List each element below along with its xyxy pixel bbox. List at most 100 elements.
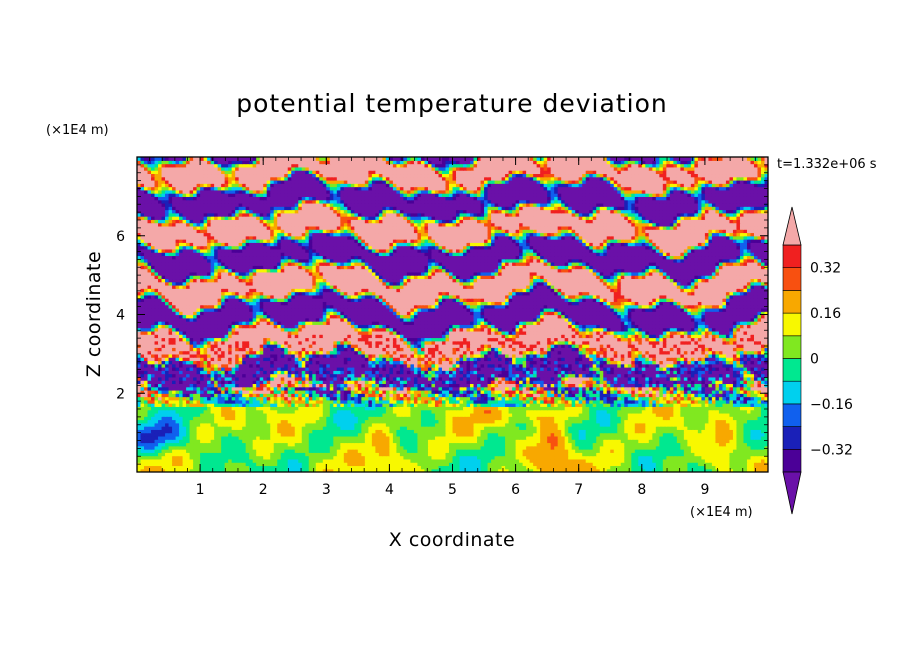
contour-cell: [312, 439, 317, 444]
contour-cell: [431, 439, 436, 444]
contour-cell: [627, 435, 632, 440]
contour-cell: [322, 432, 327, 437]
contour-cell: [592, 435, 597, 440]
contour-cell: [557, 458, 562, 463]
contour-cell: [690, 458, 695, 463]
contour-cell: [172, 435, 177, 440]
contour-cell: [652, 465, 657, 470]
contour-cell: [448, 455, 454, 460]
contour-cell: [547, 468, 552, 472]
contour-cell: [277, 465, 282, 470]
contour-cell: [470, 435, 475, 440]
contour-cell: [266, 452, 271, 457]
contour-cell: [420, 462, 426, 467]
contour-cell: [249, 452, 254, 457]
contour-cell: [371, 439, 376, 444]
contour-cell: [575, 439, 580, 444]
contour-cell: [340, 435, 345, 440]
contour-cell: [165, 468, 170, 472]
contour-cell: [494, 458, 499, 463]
contour-cell: [620, 449, 625, 453]
contour-cell: [364, 445, 369, 450]
contour-cell: [378, 452, 383, 457]
contour-cell: [711, 455, 717, 460]
contour-cell: [280, 468, 285, 472]
contour-cell: [427, 449, 433, 453]
contour-cell: [564, 465, 569, 470]
contour-cell: [547, 465, 552, 470]
contour-cell: [158, 455, 163, 460]
contour-cell: [343, 432, 348, 437]
contour-cell: [757, 445, 762, 450]
contour-cell: [354, 445, 359, 450]
contour-cell: [445, 458, 450, 463]
contour-cell: [452, 432, 457, 437]
contour-cell: [620, 435, 625, 440]
contour-cell: [725, 439, 731, 444]
contour-cell: [431, 442, 436, 447]
contour-cell: [238, 435, 243, 440]
contour-cell: [378, 445, 383, 450]
contour-cell: [158, 445, 163, 450]
contour-cell: [434, 452, 440, 457]
contour-cell: [631, 432, 636, 437]
contour-cell: [711, 468, 717, 472]
contour-cell: [343, 452, 348, 457]
contour-cell: [662, 435, 667, 440]
contour-cell: [673, 452, 678, 457]
contour-cell: [554, 439, 559, 444]
contour-cell: [459, 449, 464, 453]
contour-cell: [480, 455, 485, 460]
contour-cell: [438, 462, 443, 467]
contour-cell: [526, 435, 531, 440]
contour-cell: [389, 468, 394, 472]
contour-cell: [456, 468, 461, 472]
contour-cell: [151, 449, 156, 453]
contour-cell: [753, 449, 759, 453]
contour-cell: [308, 435, 313, 440]
contour-cell: [603, 442, 608, 447]
contour-cell: [669, 442, 674, 447]
contour-cell: [329, 442, 334, 447]
contour-cell: [701, 449, 706, 453]
contour-cell: [347, 455, 352, 460]
contour-cell: [382, 465, 387, 470]
contour-cell: [424, 432, 429, 437]
contour-cell: [217, 455, 222, 460]
contour-cell: [291, 439, 296, 444]
contour-cell: [186, 458, 191, 463]
contour-cell: [392, 439, 398, 444]
contour-cell: [652, 435, 657, 440]
contour-cell: [477, 452, 482, 457]
contour-cell: [743, 445, 748, 450]
contour-cell: [550, 452, 555, 457]
contour-cell: [680, 462, 685, 467]
contour-cell: [298, 435, 303, 440]
contour-cell: [417, 458, 422, 463]
contour-cell: [305, 452, 310, 457]
contour-cell: [631, 442, 636, 447]
contour-cell: [151, 455, 156, 460]
contour-cell: [378, 435, 383, 440]
contour-cell: [165, 445, 170, 450]
contour-cell: [249, 449, 254, 453]
contour-cell: [690, 462, 695, 467]
contour-cell: [641, 442, 646, 447]
contour-cell: [424, 449, 429, 453]
contour-cell: [238, 455, 243, 460]
contour-cell: [231, 458, 236, 463]
contour-cell: [329, 435, 334, 440]
contour-cell: [424, 442, 429, 447]
contour-cell: [364, 458, 369, 463]
contour-cell: [585, 449, 590, 453]
contour-cell: [322, 442, 327, 447]
contour-cell: [403, 468, 408, 472]
contour-cell: [676, 435, 681, 440]
contour-cell: [410, 439, 415, 444]
contour-cell: [673, 445, 678, 450]
contour-cell: [543, 435, 548, 440]
contour-cell: [357, 462, 362, 467]
contour-cell: [375, 432, 380, 437]
contour-cell: [151, 458, 156, 463]
contour-cell: [743, 468, 748, 472]
